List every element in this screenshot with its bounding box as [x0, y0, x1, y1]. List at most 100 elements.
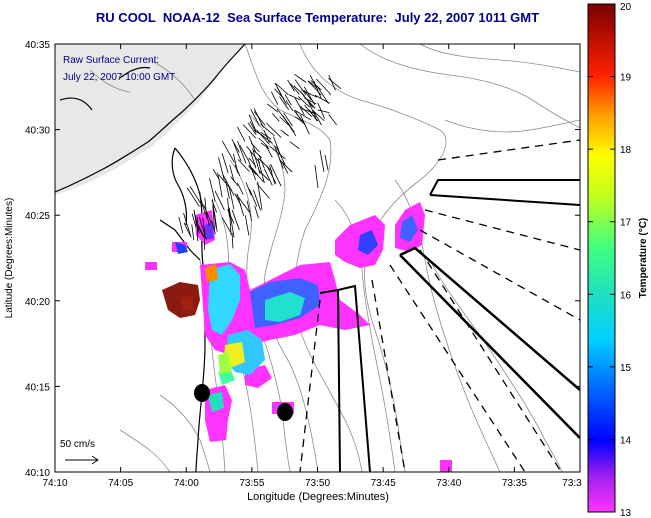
colorbar-ticks: 20 19 18 17 16 15 14 13 — [588, 2, 632, 518]
current-vector-arrow — [221, 140, 235, 163]
x-tick-label: 73:45 — [371, 478, 396, 489]
current-vector-arrow — [236, 194, 245, 216]
current-vector-arrow — [183, 212, 191, 236]
current-vector-arrow — [239, 145, 249, 161]
y-tick-label: 40:25 — [25, 211, 50, 222]
x-tick-label: 73:55 — [239, 478, 264, 489]
current-vector-arrow — [307, 101, 317, 118]
current-vector-arrow — [256, 183, 270, 199]
current-vector-arrow — [289, 141, 300, 150]
colorbar-tick-label: 14 — [620, 435, 632, 446]
current-vector-arrow — [301, 108, 316, 114]
current-vector-arrow — [253, 108, 264, 128]
current-vector-arrow — [265, 145, 273, 158]
current-vector-arrow — [300, 91, 314, 108]
current-vector-arrow — [266, 122, 282, 138]
current-vector-arrow — [312, 109, 322, 126]
current-vector-arrow — [247, 122, 257, 135]
current-vector-arrow — [249, 150, 257, 169]
land-area — [55, 44, 245, 195]
current-vector-arrow — [317, 109, 330, 114]
current-vector-arrow — [204, 197, 208, 219]
current-vector-arrow — [264, 168, 273, 186]
current-vector-arrow — [279, 96, 290, 110]
current-vector-arrow — [254, 205, 259, 219]
current-vector-arrow — [313, 110, 325, 122]
current-vector-arrow — [275, 83, 289, 95]
current-vector-arrow — [214, 190, 225, 211]
x-tick-label: 73:40 — [436, 478, 461, 489]
map-title: RU COOL NOAA-12 Sea Surface Temperature:… — [95, 10, 540, 25]
current-vector-arrow — [242, 124, 256, 139]
current-vector-arrow — [271, 112, 280, 122]
current-vector-arrow — [260, 131, 272, 140]
y-tick-label: 40:35 — [25, 40, 50, 51]
current-vector-arrow — [227, 209, 235, 224]
current-vector-arrow — [280, 129, 289, 137]
current-vector-arrow — [228, 187, 235, 210]
y-axis-label: Latitude (Degrees:Minutes) — [4, 198, 15, 319]
x-tick-label: 73:50 — [305, 478, 330, 489]
current-vector-arrow — [237, 141, 247, 164]
current-vector-arrow — [187, 187, 200, 207]
x-axis-label: Longitude (Degrees:Minutes) — [247, 491, 389, 503]
current-vector-arrow — [213, 211, 218, 232]
current-vector-arrow — [258, 158, 273, 172]
current-vector-arrow — [256, 129, 270, 145]
colorbar-tick-label: 17 — [620, 218, 632, 229]
current-vector-arrow — [212, 168, 220, 180]
colorbar — [587, 3, 616, 513]
current-vector-arrow — [199, 192, 202, 208]
current-vector-arrow — [209, 178, 216, 202]
current-vector-arrow — [260, 142, 270, 149]
current-vector-arrow — [211, 220, 216, 235]
current-vector-arrow — [309, 74, 319, 91]
current-vector-arrow — [234, 164, 241, 177]
current-vector-arrow — [251, 167, 259, 177]
current-vector-arrow — [287, 79, 295, 92]
current-vector-arrow — [253, 129, 265, 137]
current-vector-arrow — [222, 173, 235, 196]
x-tick-label: 74:05 — [108, 478, 133, 489]
current-vector-arrow — [276, 108, 290, 126]
colorbar-tick-label: 15 — [620, 363, 632, 374]
current-vector-arrow — [229, 164, 235, 182]
current-vector-arrow — [253, 111, 266, 126]
x-tick-label: 74:00 — [174, 478, 199, 489]
current-vector-arrow — [253, 189, 261, 211]
current-vector-arrow — [233, 142, 242, 162]
current-vector-arrow — [246, 200, 253, 222]
current-vector-arrow — [237, 126, 246, 142]
current-vector-arrow — [231, 138, 240, 153]
radar-site-marker — [277, 403, 293, 421]
y-tick-label: 40:30 — [25, 126, 50, 137]
x-axis-ticks: 74:10 74:05 74:00 73:55 73:50 73:45 73:40 73:35… — [42, 44, 582, 489]
current-vector-arrow — [203, 204, 212, 223]
current-vector-arrow — [270, 163, 282, 187]
current-vector-arrow — [231, 233, 234, 249]
sst-field — [145, 202, 452, 472]
colorbar-tick-label: 16 — [620, 290, 632, 301]
current-vector-arrow — [319, 149, 325, 173]
current-vector-arrow — [221, 216, 232, 235]
colorbar-tick-label: 20 — [620, 2, 632, 13]
current-vector-arrow — [314, 164, 319, 189]
current-vector-arrow — [295, 111, 304, 124]
current-vector-arrow — [298, 96, 310, 108]
current-vector-arrow — [288, 94, 301, 101]
current-vector-arrow — [317, 102, 325, 119]
current-vector-arrow — [269, 145, 286, 160]
current-vector-arrow — [200, 198, 206, 215]
annotation-line1: Raw Surface Current: — [63, 55, 159, 66]
current-vector-arrow — [285, 100, 294, 112]
current-vector-arrow — [250, 108, 260, 126]
current-vector-arrow — [295, 110, 311, 121]
x-tick-label: 74:10 — [42, 478, 67, 489]
current-vector-arrow — [231, 209, 240, 231]
current-vector-arrow — [279, 116, 290, 126]
current-vector-arrow — [178, 216, 184, 234]
current-vector-arrow — [218, 174, 233, 192]
current-vector-arrow — [257, 159, 265, 184]
current-vector-arrow — [193, 209, 197, 226]
